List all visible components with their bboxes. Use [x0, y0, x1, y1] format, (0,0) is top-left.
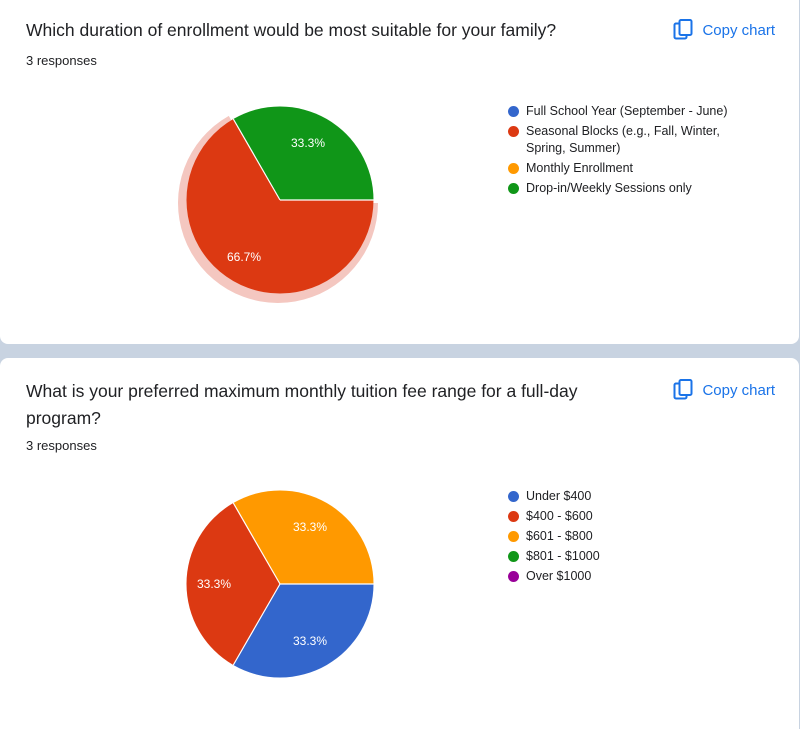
copy-chart-button[interactable]: Copy chart	[673, 379, 775, 401]
legend-dot	[508, 106, 519, 117]
legend-dot	[508, 163, 519, 174]
legend-label: Over $1000	[526, 569, 592, 583]
pie-label-drop-in: 33.3%	[291, 136, 325, 150]
legend-item[interactable]: Monthly Enrollment	[508, 160, 748, 177]
legend-dot	[508, 183, 519, 194]
legend-item[interactable]: $601 - $800	[508, 528, 748, 545]
response-count: 3 responses	[26, 53, 97, 68]
pie-label-601-800: 33.3%	[293, 520, 327, 534]
pie-slice-under-400[interactable]	[233, 584, 374, 678]
copy-icon	[673, 19, 693, 40]
legend-item[interactable]: Seasonal Blocks (e.g., Fall, Winter, Spr…	[508, 123, 748, 157]
legend-label: $601 - $800	[526, 529, 593, 543]
question-title: Which duration of enrollment would be mo…	[26, 20, 557, 40]
legend-dot	[508, 551, 519, 562]
legend-item[interactable]: $801 - $1000	[508, 548, 748, 565]
pie-chart-tuition: 33.3% 33.3% 33.3%	[186, 490, 374, 678]
pie-label-seasonal: 66.7%	[227, 250, 261, 264]
response-count: 3 responses	[26, 438, 97, 453]
pie-slice-601-800[interactable]	[233, 490, 374, 584]
copy-icon	[673, 379, 693, 400]
copy-chart-label: Copy chart	[702, 381, 775, 399]
legend-dot	[508, 491, 519, 502]
legend-label: Seasonal Blocks (e.g., Fall, Winter, Spr…	[526, 124, 720, 155]
pie-label-400-600: 33.3%	[197, 577, 231, 591]
legend-dot	[508, 126, 519, 137]
pie-slice-drop-in-weekly[interactable]	[233, 106, 374, 200]
legend-label: $801 - $1000	[526, 549, 600, 563]
chart-legend: Under $400 $400 - $600 $601 - $800 $801 …	[508, 488, 748, 588]
legend-item[interactable]: Under $400	[508, 488, 748, 505]
question-card-tuition: What is your preferred maximum monthly t…	[0, 358, 799, 729]
pie-label-under-400: 33.3%	[293, 634, 327, 648]
copy-chart-button[interactable]: Copy chart	[673, 19, 775, 41]
question-title: What is your preferred maximum monthly t…	[26, 381, 578, 428]
question-card-duration: Which duration of enrollment would be mo…	[0, 0, 799, 344]
legend-label: $400 - $600	[526, 509, 593, 523]
pie-chart-duration: 33.3% 66.7%	[177, 106, 378, 303]
legend-dot	[508, 531, 519, 542]
legend-item[interactable]: Over $1000	[508, 568, 748, 585]
copy-chart-label: Copy chart	[702, 21, 775, 39]
legend-label: Full School Year (September - June)	[526, 104, 728, 118]
legend-dot	[508, 571, 519, 582]
legend-label: Drop-in/Weekly Sessions only	[526, 181, 692, 195]
legend-label: Monthly Enrollment	[526, 161, 633, 175]
legend-label: Under $400	[526, 489, 592, 503]
legend-item[interactable]: $400 - $600	[508, 508, 748, 525]
legend-item[interactable]: Drop-in/Weekly Sessions only	[508, 180, 748, 197]
legend-item[interactable]: Full School Year (September - June)	[508, 103, 748, 120]
pie-slice-seasonal-blocks[interactable]	[186, 119, 374, 294]
chart-legend: Full School Year (September - June) Seas…	[508, 103, 748, 200]
legend-dot	[508, 511, 519, 522]
